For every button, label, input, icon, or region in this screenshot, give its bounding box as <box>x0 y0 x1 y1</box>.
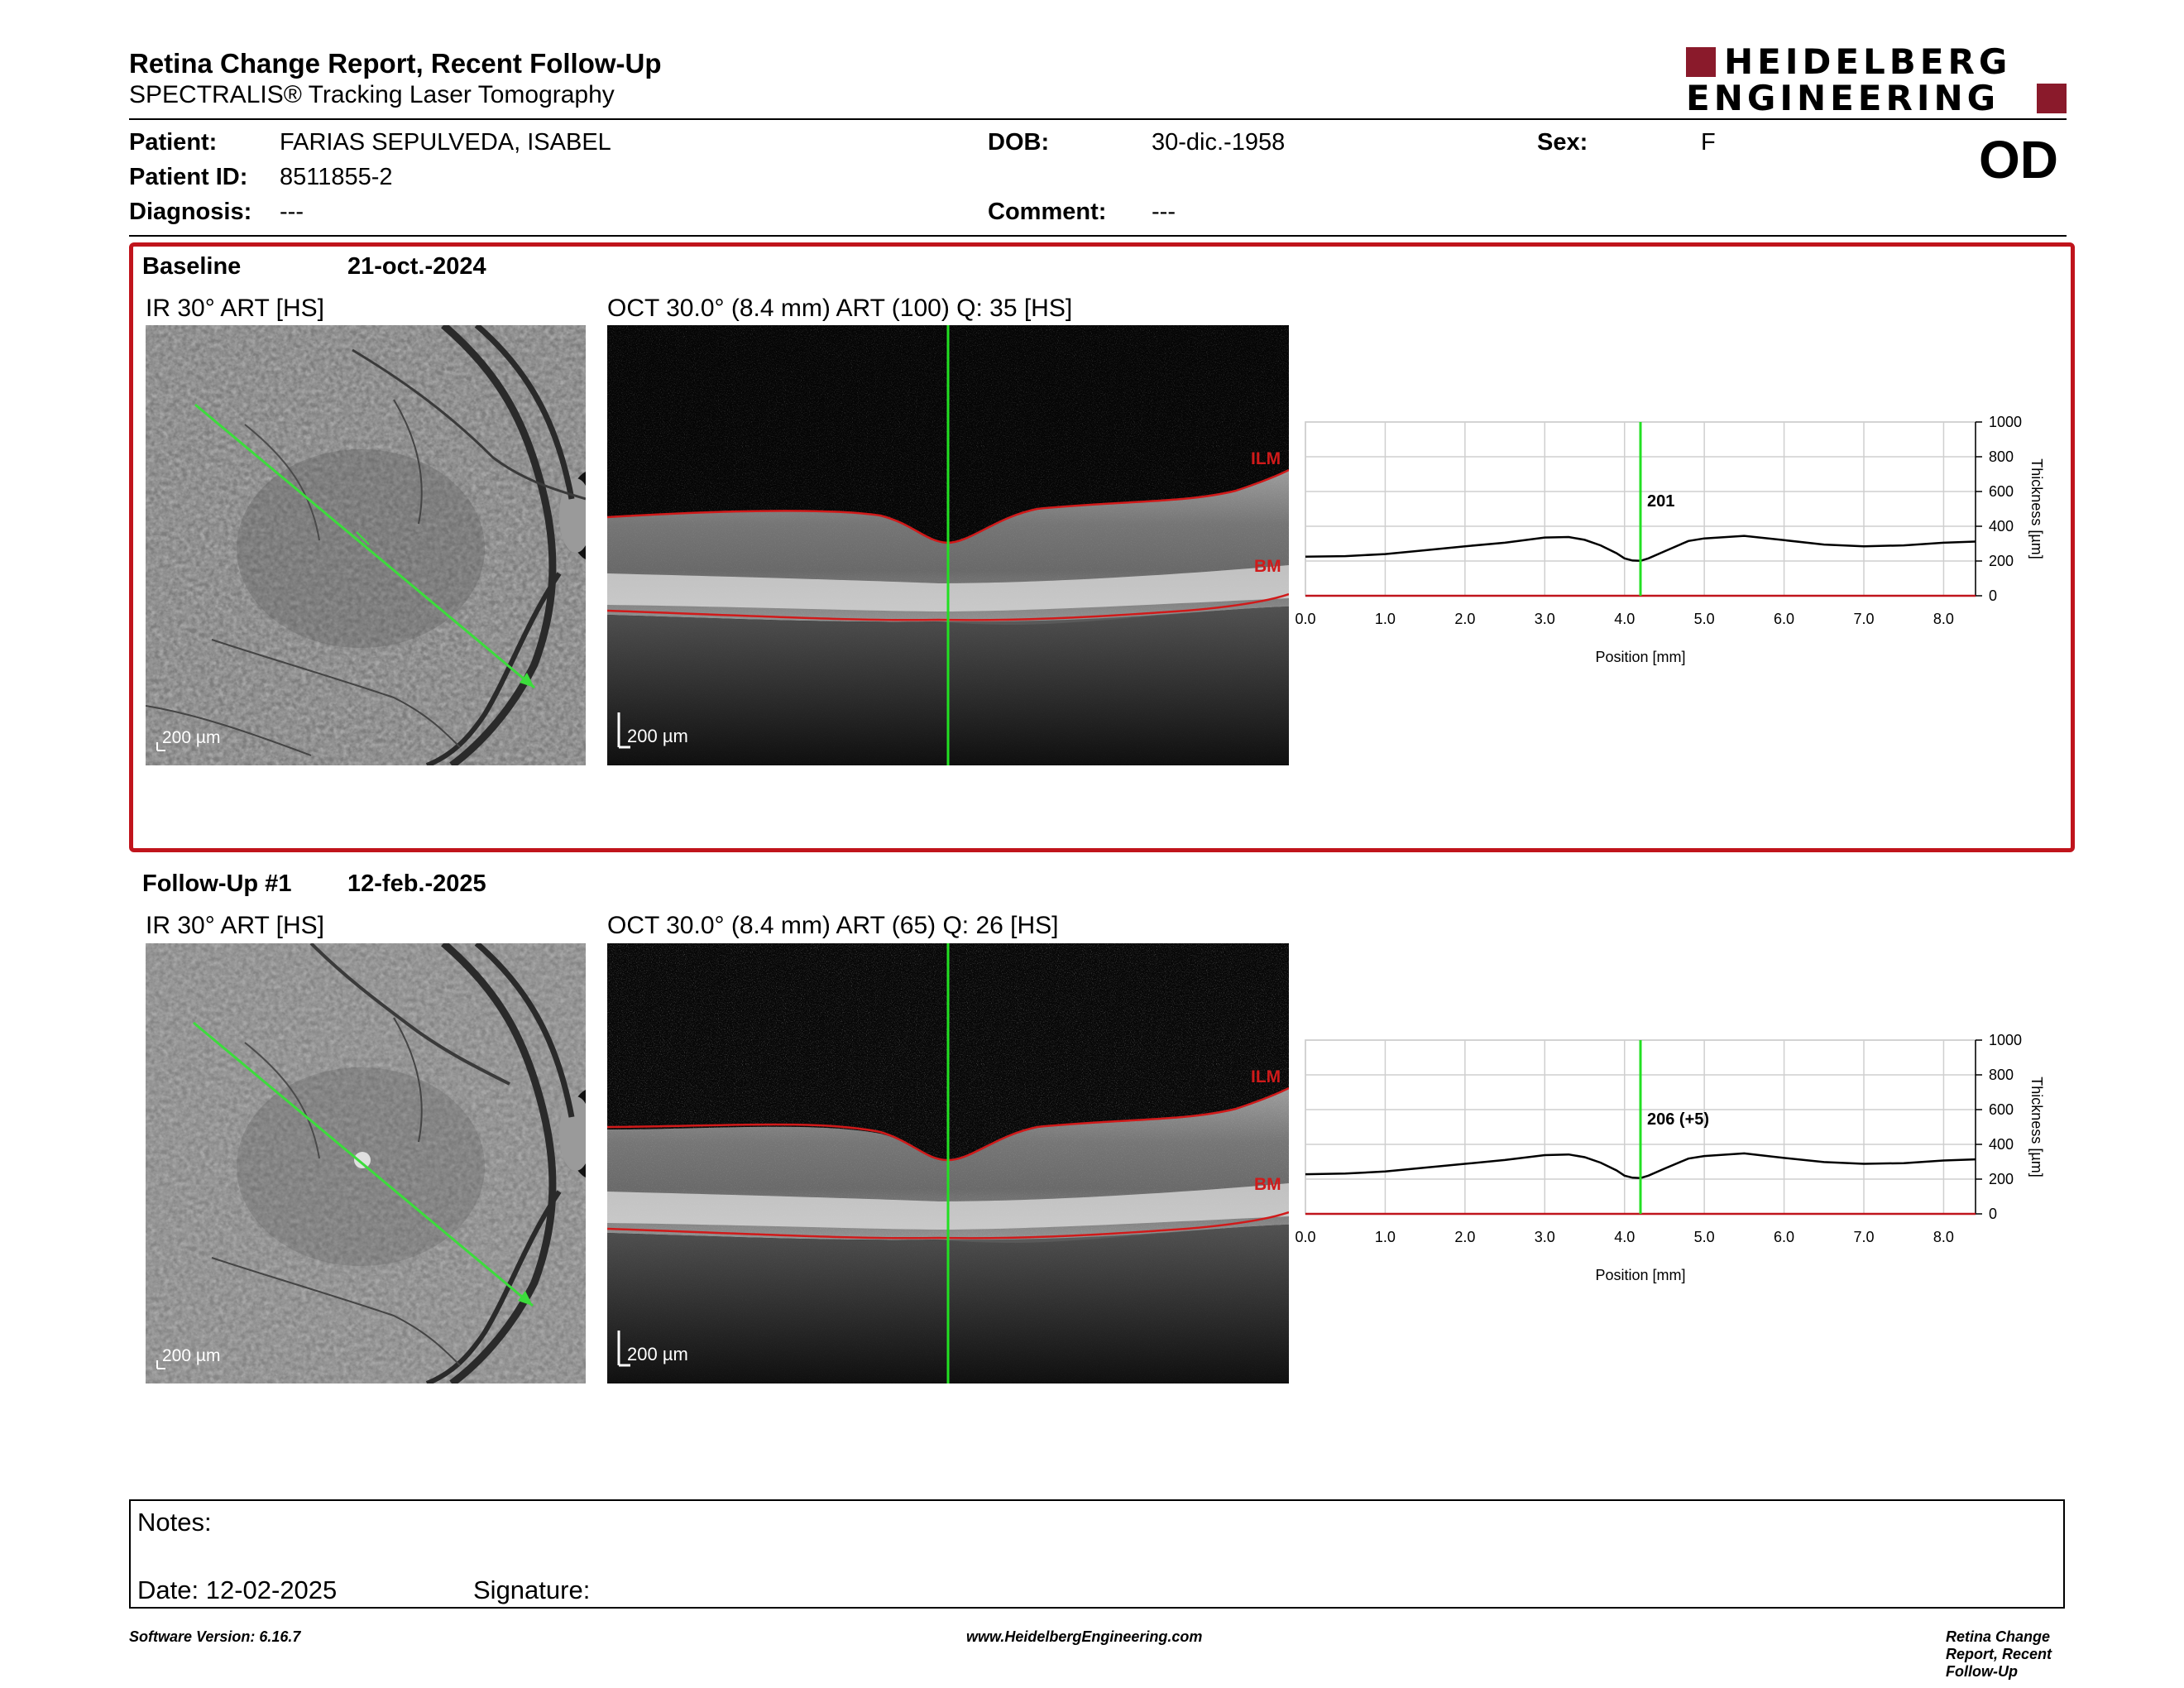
thickness-series-line <box>1305 535 1976 563</box>
x-tick-label: 4.0 <box>1614 611 1635 627</box>
followup-ir-caption: IR 30° ART [HS] <box>146 912 324 939</box>
followup-bm-label: BM <box>1254 1175 1281 1194</box>
patient-divider <box>129 235 2067 237</box>
report-title: Retina Change Report, Recent Follow-Up <box>129 48 662 79</box>
x-tick-label: 8.0 <box>1933 611 1954 627</box>
baseline-oct-caption: OCT 30.0° (8.4 mm) ART (100) Q: 35 [HS] <box>607 295 1073 322</box>
patient-id-label: Patient ID: <box>129 164 248 190</box>
logo-line-1: HEIDELBERG <box>1724 41 2012 82</box>
x-tick-label: 3.0 <box>1535 611 1555 627</box>
baseline-date: 21-oct.-2024 <box>347 253 486 280</box>
comment-label: Comment: <box>988 199 1107 225</box>
notes-box[interactable]: Notes: Date: 12-02-2025 Signature: <box>129 1499 2065 1609</box>
comment-value: --- <box>1152 199 1176 225</box>
patient-name: FARIAS SEPULVEDA, ISABEL <box>280 129 611 156</box>
x-tick-label: 0.0 <box>1295 611 1315 627</box>
patient-label: Patient: <box>129 129 218 156</box>
followup-label: Follow-Up #1 <box>142 870 292 897</box>
x-tick-label: 5.0 <box>1694 611 1715 627</box>
sex-label: Sex: <box>1537 129 1588 156</box>
x-tick-label: 2.0 <box>1454 1229 1475 1245</box>
y-axis-label: Thickness [µm] <box>2028 458 2045 559</box>
x-tick-label: 1.0 <box>1375 611 1396 627</box>
y-tick-label: 0 <box>1989 587 1997 604</box>
followup-ilm-label: ILM <box>1251 1067 1281 1086</box>
followup-date: 12-feb.-2025 <box>347 870 486 897</box>
heidelberg-logo: HEIDELBERG ENGINEERING <box>1686 45 2067 116</box>
x-tick-label: 3.0 <box>1535 1229 1555 1245</box>
diagnosis-label: Diagnosis: <box>129 199 252 225</box>
x-axis-label: Position [mm] <box>1595 649 1685 665</box>
followup-oct-bscan-image[interactable]: ILM BM 200 µm <box>607 943 1289 1383</box>
dob-label: DOB: <box>988 129 1050 156</box>
followup-oct-scale: 200 µm <box>627 1344 688 1364</box>
footer-report-name: Retina Change Report, Recent Follow-Up <box>1946 1628 2052 1680</box>
x-tick-label: 1.0 <box>1375 1229 1396 1245</box>
followup-oct-caption: OCT 30.0° (8.4 mm) ART (65) Q: 26 [HS] <box>607 912 1059 939</box>
baseline-ir-scale: 200 µm <box>162 728 221 747</box>
footer-website[interactable]: www.HeidelbergEngineering.com <box>966 1628 1203 1645</box>
y-axis-label: Thickness [µm] <box>2028 1077 2045 1177</box>
marker-value-label: 206 (+5) <box>1647 1110 1709 1129</box>
x-tick-label: 7.0 <box>1853 611 1874 627</box>
logo-square-bottom <box>2037 84 2067 113</box>
x-tick-label: 4.0 <box>1614 1229 1635 1245</box>
baseline-ilm-label: ILM <box>1251 449 1281 468</box>
y-tick-label: 600 <box>1989 1101 2014 1118</box>
notes-date: Date: 12-02-2025 <box>137 1575 338 1604</box>
logo-square-top <box>1686 47 1716 77</box>
baseline-label: Baseline <box>142 253 242 280</box>
y-tick-label: 800 <box>1989 1067 2014 1083</box>
signature-label: Signature: <box>473 1575 591 1604</box>
marker-value-label: 201 <box>1647 492 1674 511</box>
y-tick-label: 1000 <box>1989 414 2022 430</box>
header-divider <box>129 118 2067 120</box>
followup-ir-fundus-image[interactable]: 200 µm <box>146 943 586 1383</box>
x-tick-label: 2.0 <box>1454 611 1475 627</box>
sex-value: F <box>1701 129 1716 156</box>
report-subtitle: SPECTRALIS® Tracking Laser Tomography <box>129 81 615 108</box>
y-tick-label: 800 <box>1989 448 2014 465</box>
baseline-oct-bscan-image[interactable]: ILM BM 200 µm <box>607 325 1289 765</box>
y-tick-label: 400 <box>1989 1136 2014 1153</box>
y-tick-label: 1000 <box>1989 1032 2022 1048</box>
followup-ir-scale: 200 µm <box>162 1346 221 1365</box>
notes-label: Notes: <box>137 1508 212 1537</box>
footer-software-version: Software Version: 6.16.7 <box>129 1628 301 1645</box>
x-tick-label: 0.0 <box>1295 1229 1315 1245</box>
y-tick-label: 600 <box>1989 483 2014 500</box>
baseline-ir-caption: IR 30° ART [HS] <box>146 295 324 322</box>
y-tick-label: 400 <box>1989 518 2014 535</box>
baseline-bm-label: BM <box>1254 557 1281 576</box>
x-tick-label: 6.0 <box>1774 1229 1794 1245</box>
y-tick-label: 0 <box>1989 1206 1997 1222</box>
baseline-thickness-chart: 0.0 1.0 2.0 3.0 4.0 5.0 6.0 7.0 8.0 0 200 400 600 800… <box>1295 414 2045 665</box>
x-tick-label: 8.0 <box>1933 1229 1954 1245</box>
y-tick-label: 200 <box>1989 1171 2014 1187</box>
thickness-series-line <box>1305 1152 1976 1179</box>
eye-indicator: OD <box>1979 130 2058 189</box>
x-tick-label: 7.0 <box>1853 1229 1874 1245</box>
baseline-highlight-box <box>129 242 2075 852</box>
diagnosis-value: --- <box>280 199 304 225</box>
x-tick-label: 6.0 <box>1774 611 1794 627</box>
y-tick-label: 200 <box>1989 553 2014 569</box>
baseline-ir-fundus-image[interactable]: 200 µm <box>146 325 586 765</box>
dob-value: 30-dic.-1958 <box>1152 129 1286 156</box>
x-axis-label: Position [mm] <box>1595 1267 1685 1283</box>
baseline-oct-scale: 200 µm <box>627 726 688 746</box>
x-tick-label: 5.0 <box>1694 1229 1715 1245</box>
logo-line-2: ENGINEERING <box>1686 78 2000 118</box>
followup-thickness-chart: 0.0 1.0 2.0 3.0 4.0 5.0 6.0 7.0 8.0 0 200 400 600 800… <box>1295 1032 2045 1283</box>
patient-id: 8511855-2 <box>280 164 393 190</box>
